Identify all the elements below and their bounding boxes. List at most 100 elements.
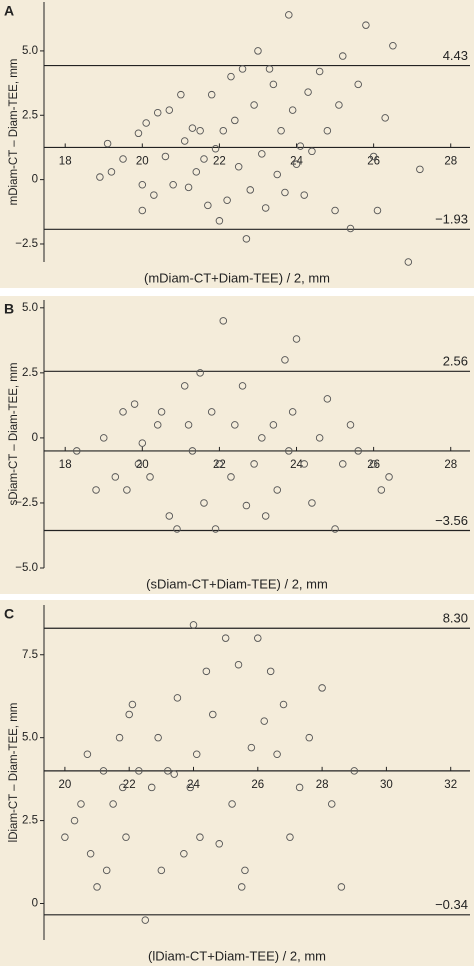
data-point <box>119 783 127 792</box>
data-point <box>153 108 162 117</box>
data-point <box>350 767 359 775</box>
data-point <box>119 408 127 416</box>
x-tick-label: 28 <box>316 779 329 791</box>
data-point <box>231 116 239 125</box>
data-point <box>153 421 162 429</box>
data-point <box>285 447 293 455</box>
panel-letter: A <box>4 3 14 19</box>
y-tick-label: 0 <box>32 174 38 186</box>
data-point <box>273 170 281 179</box>
data-point <box>188 124 197 132</box>
data-point <box>209 710 217 719</box>
data-point <box>308 147 316 156</box>
limit-label: 4.43 <box>443 48 468 63</box>
x-axis-label: (sDiam-CT+Diam-TEE) / 2, mm <box>146 576 328 591</box>
data-point <box>269 80 278 89</box>
data-point <box>292 335 301 343</box>
data-point <box>250 101 258 109</box>
data-point <box>103 139 112 148</box>
data-point <box>315 434 324 442</box>
data-point <box>323 126 332 135</box>
data-point <box>142 119 150 127</box>
data-point <box>369 460 378 468</box>
data-point <box>416 165 424 174</box>
data-point <box>170 770 178 778</box>
data-point <box>102 866 111 875</box>
y-tick-label: 0 <box>32 432 38 444</box>
data-point <box>308 499 316 507</box>
data-point <box>207 408 216 416</box>
data-point <box>385 473 393 481</box>
data-point <box>154 733 162 742</box>
data-point <box>339 52 347 60</box>
data-point <box>123 486 131 494</box>
data-point <box>227 72 235 81</box>
data-point <box>186 783 195 792</box>
data-point <box>96 173 104 181</box>
data-point <box>211 144 220 153</box>
panel-background <box>0 296 474 594</box>
data-point <box>273 750 281 759</box>
x-axis-label: (mDiam-CT+Diam-TEE) / 2, mm <box>144 270 330 285</box>
data-point <box>83 750 92 759</box>
data-point <box>304 88 312 96</box>
data-point <box>315 67 324 76</box>
x-tick-label: 26 <box>367 155 380 167</box>
data-point <box>288 408 297 416</box>
data-point <box>202 667 211 676</box>
data-point <box>99 767 108 775</box>
data-point <box>296 142 305 150</box>
y-tick-label: 7.5 <box>22 649 38 661</box>
data-point <box>100 434 108 442</box>
data-point <box>77 800 85 808</box>
data-point <box>238 65 247 73</box>
y-tick-label: 0 <box>32 898 38 910</box>
data-point <box>147 783 156 792</box>
data-point <box>346 421 355 429</box>
data-point <box>273 486 281 494</box>
data-point <box>331 206 339 215</box>
y-tick-label: 5.0 <box>22 302 38 314</box>
data-point <box>86 850 95 858</box>
data-point <box>93 883 101 891</box>
data-point <box>107 168 116 176</box>
y-tick-label: 2.5 <box>22 109 38 121</box>
data-point <box>377 486 386 494</box>
data-point <box>250 460 258 468</box>
data-point <box>184 183 193 192</box>
data-point <box>138 439 147 447</box>
data-point <box>231 421 239 429</box>
limit-label: −1.93 <box>435 212 468 227</box>
data-point <box>196 126 204 135</box>
data-point <box>288 106 297 114</box>
x-tick-label: 26 <box>367 459 380 471</box>
x-tick-label: 24 <box>187 779 200 791</box>
data-point <box>261 512 270 520</box>
y-axis-label: sDiam-CT – Diam-TEE, mm <box>8 363 20 506</box>
x-tick-label: 20 <box>58 779 71 791</box>
data-point <box>188 447 197 455</box>
data-point <box>119 155 127 163</box>
data-point <box>381 114 389 122</box>
data-point <box>404 258 413 266</box>
limit-label: 2.56 <box>443 354 468 369</box>
data-point <box>184 421 193 429</box>
data-point <box>173 525 181 533</box>
data-point <box>237 883 246 891</box>
x-tick-label: 22 <box>213 155 226 167</box>
data-point <box>362 21 370 29</box>
data-point <box>242 501 251 510</box>
data-point <box>277 126 285 135</box>
data-point <box>328 800 336 808</box>
y-tick-label: 5.0 <box>22 45 38 57</box>
data-point <box>221 634 230 642</box>
data-point <box>207 90 216 99</box>
data-point <box>141 916 150 924</box>
panel-letter: C <box>4 606 14 622</box>
data-point <box>219 317 228 325</box>
data-point <box>228 800 236 808</box>
data-point <box>125 710 133 719</box>
data-point <box>180 382 189 390</box>
data-point <box>318 684 326 692</box>
